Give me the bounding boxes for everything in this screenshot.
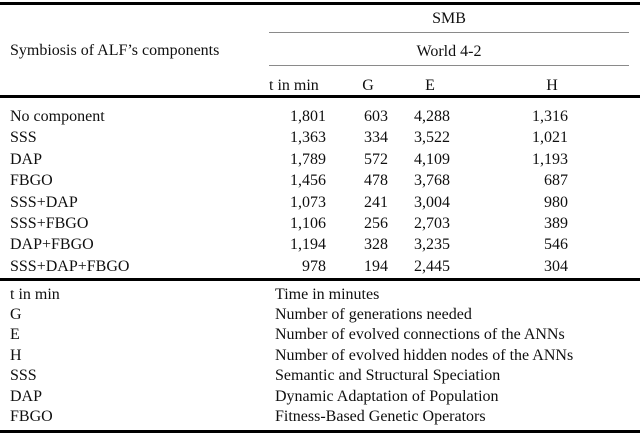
- legend-term: t in min: [10, 285, 60, 303]
- legend-row: G Number of generations needed: [0, 305, 640, 325]
- table-row: FBGO 1,456 478 3,768 687: [0, 170, 640, 191]
- subgroup-header-world: World 4-2: [416, 42, 482, 60]
- cell-e: 3,522: [414, 129, 450, 147]
- cell-h: 687: [544, 172, 568, 190]
- legend-description: Number of generations needed: [275, 306, 472, 324]
- cell-g: 478: [364, 172, 388, 190]
- table-row: No component 1,801 603 4,288 1,316: [0, 106, 640, 127]
- cell-e: 4,288: [414, 108, 450, 125]
- legend-term: DAP: [10, 387, 43, 405]
- row-label: FBGO: [10, 172, 53, 190]
- cell-g: 256: [364, 214, 388, 232]
- cell-t: 1,073: [290, 193, 326, 211]
- legend-row: E Number of evolved connections of the A…: [0, 325, 640, 345]
- legend-row: t in min Time in minutes: [0, 285, 640, 305]
- top-rule: [0, 2, 640, 5]
- bottom-rule: [0, 430, 640, 434]
- legend-row: DAP Dynamic Adaptation of Population: [0, 387, 640, 407]
- legend-description: Fitness-Based Genetic Operators: [275, 408, 486, 426]
- cell-e: 2,445: [414, 257, 450, 275]
- legend-row: SSS Semantic and Structural Speciation: [0, 366, 640, 386]
- legend-row: H Number of evolved hidden nodes of the …: [0, 346, 640, 366]
- row-label: SSS+FBGO: [10, 214, 89, 232]
- cell-t: 1,789: [290, 150, 326, 168]
- legend: t in min Time in minutes G Number of gen…: [0, 285, 640, 428]
- column-header-t: t in min: [269, 77, 319, 94]
- legend-row: FBGO Fitness-Based Genetic Operators: [0, 407, 640, 427]
- data-bottom-rule: [0, 278, 640, 281]
- table-row: SSS+DAP+FBGO 978 194 2,445 304: [0, 256, 640, 277]
- legend-term: H: [10, 346, 22, 364]
- column-group-header: SMB World 4-2 t in min G E H: [269, 5, 629, 94]
- cell-e: 2,703: [414, 214, 450, 232]
- column-header-g: G: [362, 77, 374, 94]
- table-row: DAP+FBGO 1,194 328 3,235 546: [0, 234, 640, 255]
- table-row: SSS 1,363 334 3,522 1,021: [0, 127, 640, 148]
- cell-g: 241: [364, 193, 388, 211]
- legend-term: SSS: [10, 367, 37, 385]
- legend-term: G: [10, 306, 22, 324]
- row-label: No component: [10, 108, 105, 125]
- cell-h: 980: [544, 193, 568, 211]
- column-header-e: E: [425, 77, 435, 94]
- cell-h: 304: [544, 257, 568, 275]
- cell-g: 603: [364, 108, 388, 125]
- cell-g: 572: [364, 150, 388, 168]
- cell-h: 1,021: [532, 129, 568, 147]
- cell-e: 3,235: [414, 236, 450, 254]
- table-row: SSS+FBGO 1,106 256 2,703 389: [0, 213, 640, 234]
- cell-g: 194: [364, 257, 388, 275]
- cell-t: 1,194: [290, 236, 326, 254]
- stub-header: Symbiosis of ALF’s components: [10, 42, 220, 59]
- row-label: DAP+FBGO: [10, 236, 94, 254]
- column-headers: t in min G E H: [269, 71, 629, 101]
- cell-h: 389: [544, 214, 568, 232]
- world-underline-rule: [269, 64, 629, 66]
- cell-g: 328: [364, 236, 388, 254]
- row-label: SSS+DAP+FBGO: [10, 257, 130, 275]
- table-row: DAP 1,789 572 4,109 1,193: [0, 149, 640, 170]
- cell-e: 4,109: [414, 150, 450, 168]
- cell-h: 546: [544, 236, 568, 254]
- cell-t: 1,363: [290, 129, 326, 147]
- legend-description: Semantic and Structural Speciation: [275, 367, 501, 385]
- cell-t: 1,801: [290, 108, 326, 125]
- cell-h: 1,316: [532, 108, 568, 125]
- group-header-smb: SMB: [432, 10, 466, 27]
- legend-description: Dynamic Adaptation of Population: [275, 387, 499, 405]
- header-bottom-rule: [0, 95, 640, 98]
- column-header-h: H: [546, 77, 558, 94]
- cell-t: 1,106: [290, 214, 326, 232]
- table-row: SSS+DAP 1,073 241 3,004 980: [0, 192, 640, 213]
- legend-term: E: [10, 326, 20, 344]
- legend-term: FBGO: [10, 408, 53, 426]
- smb-underline-rule: [269, 32, 629, 34]
- cell-e: 3,768: [414, 172, 450, 190]
- cell-h: 1,193: [532, 150, 568, 168]
- cell-t: 1,456: [290, 172, 326, 190]
- cell-e: 3,004: [414, 193, 450, 211]
- row-label: SSS+DAP: [10, 193, 78, 211]
- legend-description: Number of evolved hidden nodes of the AN…: [275, 346, 574, 364]
- legend-description: Time in minutes: [275, 285, 380, 303]
- cell-t: 978: [302, 257, 326, 275]
- cell-g: 334: [364, 129, 388, 147]
- legend-description: Number of evolved connections of the ANN…: [275, 326, 565, 344]
- data-rows: No component 1,801 603 4,288 1,316 SSS 1…: [0, 106, 640, 277]
- row-label: SSS: [10, 129, 37, 147]
- row-label: DAP: [10, 150, 43, 168]
